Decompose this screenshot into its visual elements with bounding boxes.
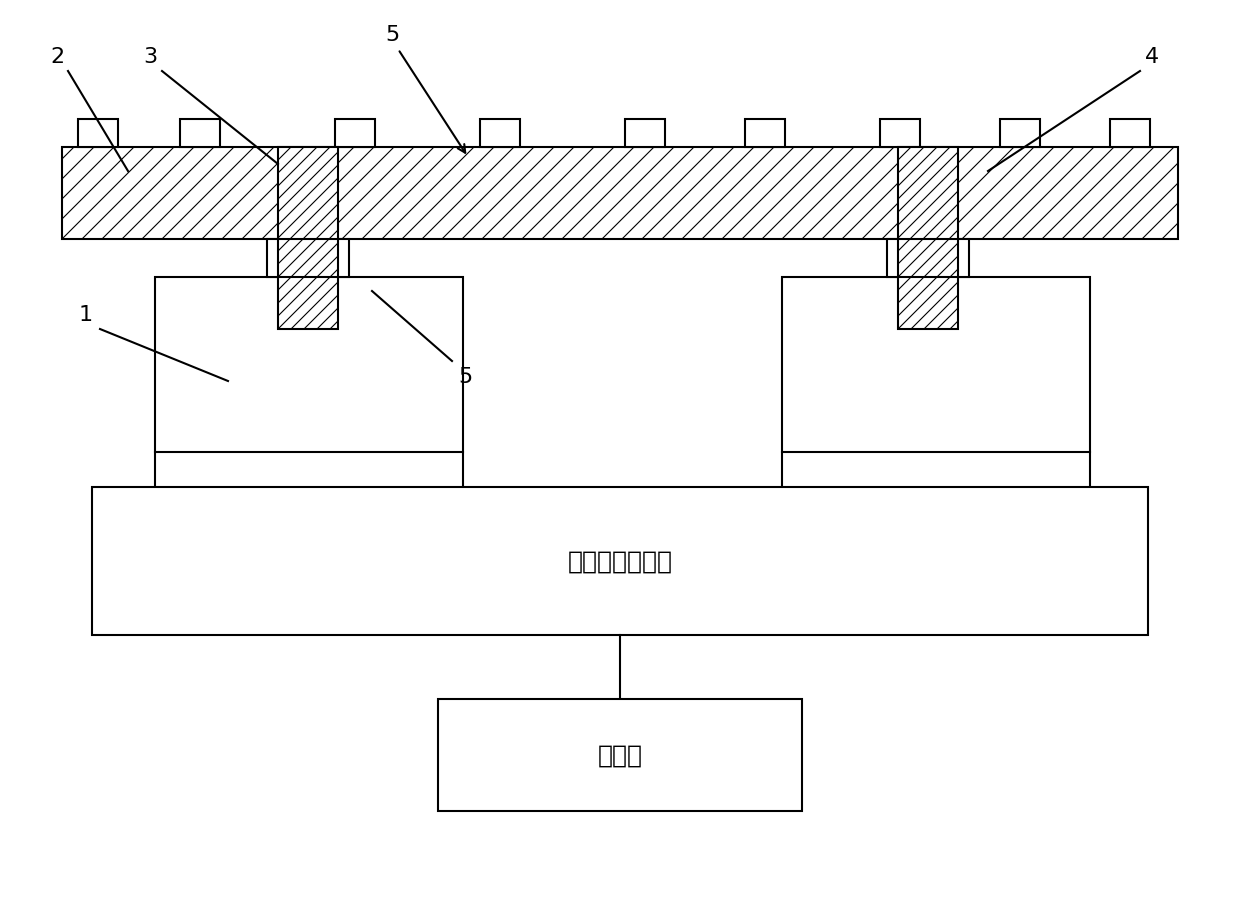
Bar xyxy=(479,120,520,148)
Bar xyxy=(266,239,349,278)
Bar xyxy=(180,120,221,148)
Text: 计算机: 计算机 xyxy=(597,743,643,768)
Text: 5: 5 xyxy=(385,25,399,45)
Bar xyxy=(745,120,786,148)
Bar xyxy=(439,699,802,811)
Text: 动态电阱应变仪: 动态电阱应变仪 xyxy=(567,549,673,573)
Text: 4: 4 xyxy=(1145,47,1158,67)
Bar xyxy=(155,278,463,452)
Bar xyxy=(78,120,118,148)
Bar xyxy=(887,239,969,278)
Bar xyxy=(1110,120,1150,148)
Text: 1: 1 xyxy=(79,304,93,325)
Text: 5: 5 xyxy=(458,367,472,386)
Bar xyxy=(335,120,375,148)
Text: 2: 2 xyxy=(50,47,64,67)
Bar xyxy=(880,120,921,148)
Bar xyxy=(278,148,338,330)
Text: 3: 3 xyxy=(142,47,157,67)
Bar xyxy=(624,120,665,148)
Bar xyxy=(782,278,1090,452)
Bar xyxy=(62,148,1178,239)
Bar xyxy=(1000,120,1040,148)
Bar xyxy=(92,488,1149,636)
Bar xyxy=(898,148,958,330)
